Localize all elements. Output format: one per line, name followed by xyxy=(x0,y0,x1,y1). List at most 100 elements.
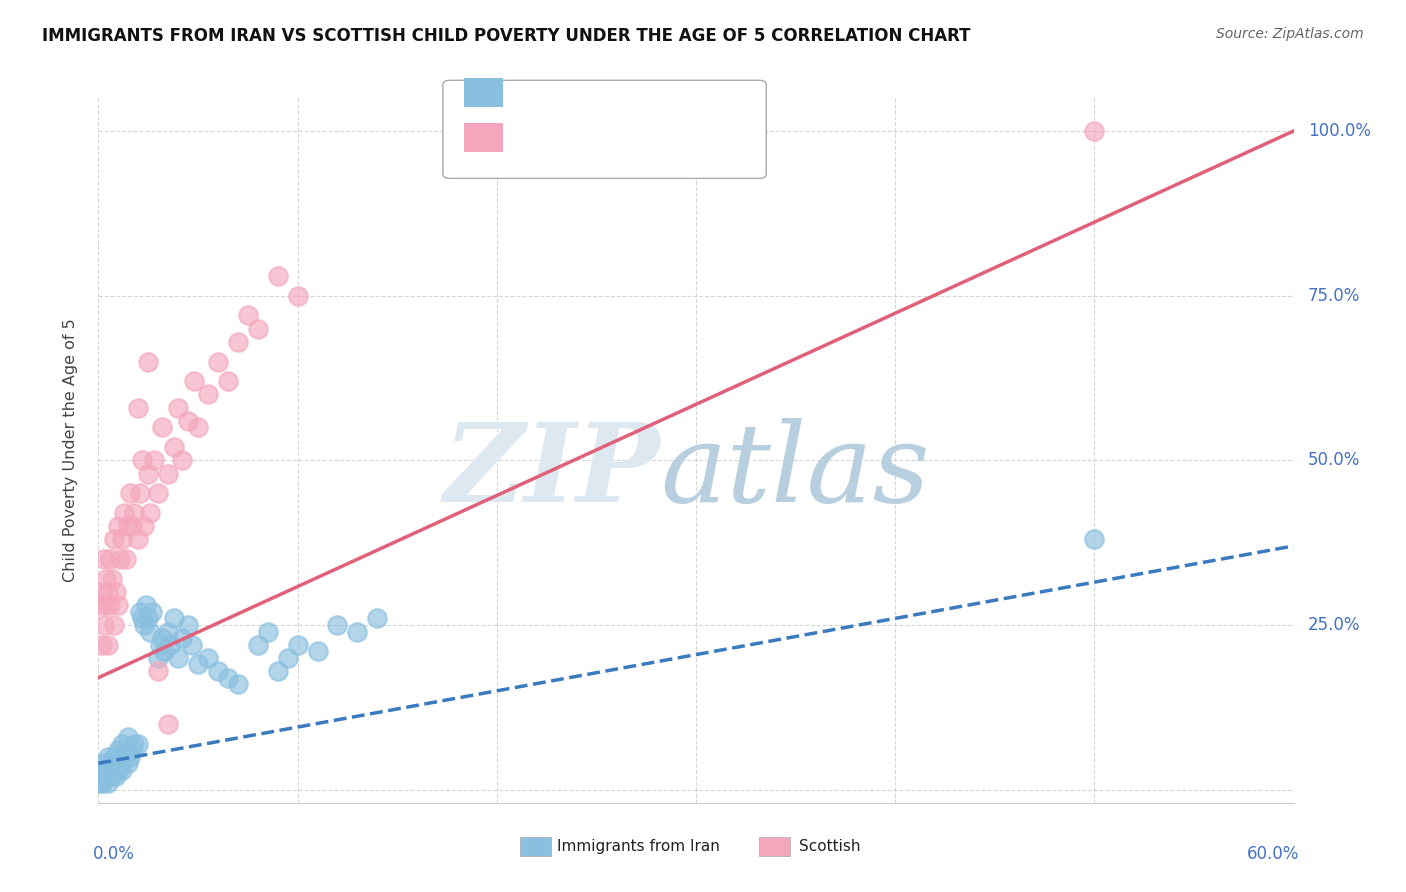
Point xyxy=(197,651,219,665)
Point xyxy=(217,374,239,388)
Point xyxy=(110,552,132,566)
Text: Scottish: Scottish xyxy=(799,839,860,854)
Point xyxy=(131,611,153,625)
Point xyxy=(89,769,111,783)
Point xyxy=(326,618,349,632)
Point xyxy=(120,486,142,500)
Point xyxy=(127,737,149,751)
Point xyxy=(167,651,190,665)
Point xyxy=(112,749,135,764)
Point xyxy=(267,268,290,283)
Text: 50.0%: 50.0% xyxy=(1308,451,1360,469)
Point xyxy=(148,486,170,500)
Point xyxy=(172,631,194,645)
Point xyxy=(141,605,163,619)
Point xyxy=(91,776,114,790)
Point xyxy=(148,651,170,665)
Text: IMMIGRANTS FROM IRAN VS SCOTTISH CHILD POVERTY UNDER THE AGE OF 5 CORRELATION CH: IMMIGRANTS FROM IRAN VS SCOTTISH CHILD P… xyxy=(42,27,970,45)
Point xyxy=(97,763,120,777)
Point xyxy=(115,743,138,757)
Text: 0.0%: 0.0% xyxy=(93,845,135,863)
Point xyxy=(150,631,173,645)
Point xyxy=(150,420,173,434)
Point xyxy=(256,624,278,639)
Point xyxy=(93,552,115,566)
Point xyxy=(136,611,159,625)
Point xyxy=(1083,124,1105,138)
Point xyxy=(107,763,129,777)
Point xyxy=(105,769,128,783)
Text: R = 0.326    N = 66: R = 0.326 N = 66 xyxy=(515,83,706,101)
Point xyxy=(143,453,166,467)
Point xyxy=(287,288,309,302)
Point xyxy=(181,638,204,652)
Point xyxy=(103,618,125,632)
Text: R = 0.769    N = 54: R = 0.769 N = 54 xyxy=(515,128,706,145)
Point xyxy=(120,749,142,764)
Point xyxy=(207,354,229,368)
Point xyxy=(157,467,180,481)
Point xyxy=(121,519,143,533)
Point xyxy=(207,664,229,678)
Point xyxy=(115,552,138,566)
Point xyxy=(93,756,115,771)
Point xyxy=(110,756,132,771)
Point xyxy=(103,749,125,764)
Point xyxy=(159,638,181,652)
Point xyxy=(134,519,156,533)
Point xyxy=(98,756,122,771)
Point xyxy=(96,769,118,783)
Point xyxy=(124,506,146,520)
Point xyxy=(98,769,122,783)
Point xyxy=(177,414,200,428)
Point xyxy=(1083,533,1105,547)
Point xyxy=(101,763,124,777)
Point xyxy=(153,644,176,658)
Point xyxy=(98,552,122,566)
Point xyxy=(246,638,269,652)
Point xyxy=(139,506,162,520)
Point xyxy=(129,486,152,500)
Point xyxy=(121,743,143,757)
Point xyxy=(287,638,309,652)
Point xyxy=(226,334,249,349)
Point xyxy=(117,519,139,533)
Text: 60.0%: 60.0% xyxy=(1247,845,1299,863)
Point xyxy=(187,420,209,434)
Point xyxy=(89,599,111,613)
Point xyxy=(97,776,120,790)
Text: 75.0%: 75.0% xyxy=(1308,286,1360,305)
Point xyxy=(91,763,114,777)
Point xyxy=(103,533,125,547)
Point xyxy=(107,599,129,613)
Point xyxy=(183,374,205,388)
Point xyxy=(111,737,134,751)
Point xyxy=(97,749,120,764)
Point xyxy=(96,599,118,613)
Point xyxy=(177,618,200,632)
Y-axis label: Child Poverty Under the Age of 5: Child Poverty Under the Age of 5 xyxy=(63,318,77,582)
Point xyxy=(149,638,172,652)
Point xyxy=(101,769,124,783)
Point xyxy=(217,671,239,685)
Point xyxy=(96,763,118,777)
Point xyxy=(136,354,159,368)
Point xyxy=(187,657,209,672)
Point xyxy=(197,387,219,401)
Point xyxy=(91,638,114,652)
Point xyxy=(148,664,170,678)
Point xyxy=(107,519,129,533)
Point xyxy=(91,585,114,599)
Point xyxy=(117,730,139,744)
Point xyxy=(139,624,162,639)
Point xyxy=(103,763,125,777)
Point xyxy=(157,624,180,639)
Point xyxy=(105,756,128,771)
Point xyxy=(107,743,129,757)
Point xyxy=(93,618,115,632)
Point xyxy=(105,585,128,599)
Point xyxy=(97,638,120,652)
Point xyxy=(101,572,124,586)
Point xyxy=(97,585,120,599)
Text: Immigrants from Iran: Immigrants from Iran xyxy=(557,839,720,854)
